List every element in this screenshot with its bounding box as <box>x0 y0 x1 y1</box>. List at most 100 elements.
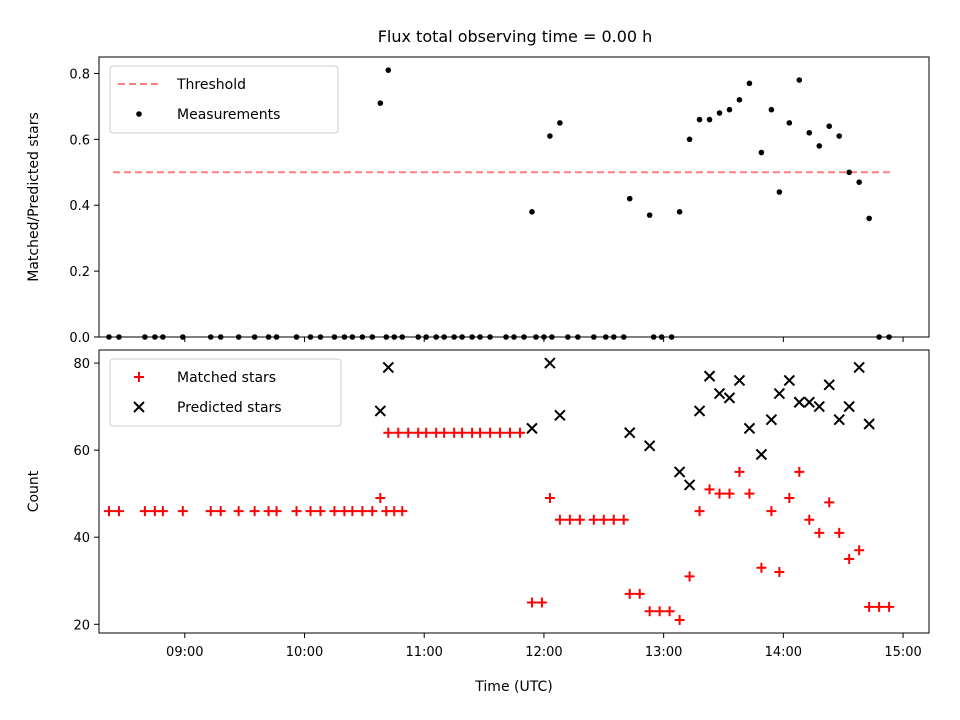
data-point <box>205 506 216 517</box>
data-point <box>235 334 242 340</box>
data-point <box>674 614 685 625</box>
data-point <box>646 212 653 218</box>
series-predicted-stars <box>374 357 875 491</box>
data-point <box>684 571 695 582</box>
x-tick-label: 13:00 <box>645 645 682 660</box>
data-point <box>565 334 571 340</box>
legend-label: Matched stars <box>177 370 276 386</box>
data-point <box>485 427 496 438</box>
data-point <box>686 136 693 143</box>
data-point <box>459 334 465 340</box>
data-point <box>487 334 493 340</box>
data-point <box>533 334 539 340</box>
legend-x-marker <box>133 401 145 413</box>
data-point <box>179 334 186 340</box>
x-tick-label: 11:00 <box>405 645 442 660</box>
data-point <box>421 427 432 438</box>
data-point <box>215 506 226 517</box>
data-point <box>152 334 158 340</box>
data-point <box>696 116 703 123</box>
y-tick-label: 0.6 <box>69 133 90 148</box>
data-point <box>544 493 555 504</box>
data-point <box>664 606 675 617</box>
series-matched-stars <box>103 427 895 625</box>
data-point <box>610 334 617 340</box>
data-point <box>758 149 765 156</box>
data-point <box>399 334 406 340</box>
data-point <box>783 374 796 387</box>
data-point <box>369 334 376 340</box>
data-point <box>668 334 675 340</box>
data-point <box>341 334 348 340</box>
data-point <box>441 334 447 340</box>
data-point <box>116 334 122 340</box>
figure-title: Flux total observing time = 0.00 h <box>378 27 653 46</box>
data-point <box>451 334 457 340</box>
data-point <box>293 334 300 340</box>
y-tick-label: 0.4 <box>69 199 90 214</box>
data-point <box>618 514 629 525</box>
data-point <box>773 387 786 400</box>
data-point <box>588 514 599 525</box>
data-point <box>876 334 882 340</box>
data-point <box>377 100 384 106</box>
data-point <box>853 361 865 374</box>
data-point <box>574 514 585 525</box>
data-point <box>367 506 378 517</box>
data-point <box>591 334 597 340</box>
data-point <box>113 506 124 517</box>
data-point <box>826 123 833 129</box>
data-point <box>793 396 806 408</box>
data-point <box>564 514 575 525</box>
data-point <box>160 334 166 340</box>
data-point <box>375 493 386 504</box>
data-point <box>786 120 793 126</box>
data-point <box>103 506 114 517</box>
data-point <box>608 514 619 525</box>
data-point <box>385 67 392 73</box>
data-point <box>703 370 716 382</box>
data-point <box>393 427 404 438</box>
x-tick-label: 09:00 <box>166 645 203 660</box>
y-axis-label: Matched/Predicted stars <box>26 112 42 282</box>
data-point <box>704 484 715 495</box>
data-point <box>884 601 895 612</box>
data-point <box>495 427 506 438</box>
data-point <box>755 448 768 461</box>
x-tick-label: 12:00 <box>525 645 562 660</box>
data-point <box>624 588 635 599</box>
data-point <box>415 334 422 340</box>
x-tick-label: 14:00 <box>765 645 802 660</box>
data-point <box>823 379 835 391</box>
data-point <box>620 334 627 340</box>
data-point <box>796 77 803 83</box>
data-point <box>383 427 394 438</box>
data-point <box>683 479 696 491</box>
data-point <box>374 405 387 417</box>
data-point <box>713 387 726 400</box>
data-point <box>768 106 775 113</box>
data-point <box>347 506 358 517</box>
legend-label: Threshold <box>176 77 246 93</box>
data-point <box>776 189 783 195</box>
data-point <box>746 80 753 87</box>
data-point <box>536 597 547 608</box>
data-point <box>716 110 723 116</box>
data-point <box>874 601 885 612</box>
data-point <box>836 133 843 139</box>
legend-box <box>109 358 342 427</box>
data-point <box>843 400 855 413</box>
y-tick-label: 80 <box>73 357 90 372</box>
data-point <box>598 514 609 525</box>
data-point <box>624 427 636 439</box>
data-point <box>733 374 746 387</box>
y-tick-label: 0.8 <box>69 67 90 82</box>
data-point <box>814 527 825 538</box>
data-point <box>529 209 535 215</box>
data-point <box>433 334 439 340</box>
data-point <box>575 334 581 340</box>
data-point <box>816 143 823 149</box>
data-point <box>693 405 706 417</box>
data-point <box>397 506 408 517</box>
data-point <box>251 334 258 340</box>
